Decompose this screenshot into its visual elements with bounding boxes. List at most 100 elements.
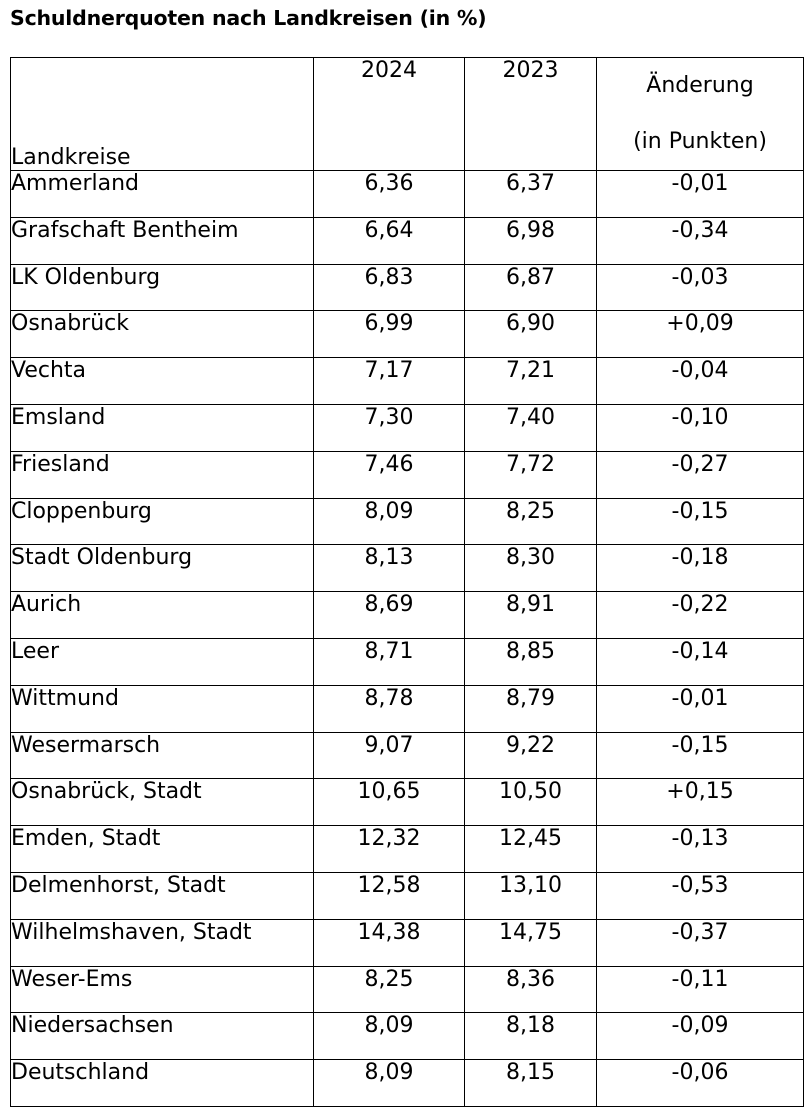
value-2024-cell: 6,36: [313, 170, 465, 218]
change-cell: -0,15: [596, 497, 804, 546]
change-cell: -0,34: [596, 216, 804, 265]
header-landkreise: Landkreise: [10, 57, 314, 171]
landkreis-cell: Wittmund: [10, 684, 314, 733]
change-cell: -0,11: [596, 965, 804, 1014]
table-row: Wittmund 8,78 8,79 -0,01: [10, 684, 804, 733]
change-cell: -0,04: [596, 357, 804, 405]
table-row: Leer 8,71 8,85 -0,14: [10, 637, 804, 686]
change-cell: -0,06: [596, 1059, 804, 1107]
table-row: Weser-Ems 8,25 8,36 -0,11: [10, 965, 804, 1014]
change-cell: -0,27: [596, 450, 804, 499]
value-2023-cell: 8,79: [464, 684, 597, 733]
page-title: Schuldnerquoten nach Landkreisen (in %): [10, 6, 487, 30]
change-cell: -0,22: [596, 591, 804, 639]
value-2023-cell: 13,10: [464, 871, 597, 920]
change-cell: +0,09: [596, 310, 804, 359]
value-2023-cell: 7,40: [464, 403, 597, 452]
landkreis-cell: Leer: [10, 637, 314, 686]
table-row: Delmenhorst, Stadt 12,58 13,10 -0,53: [10, 871, 804, 920]
value-2024-cell: 6,64: [313, 216, 465, 265]
value-2024-cell: 8,69: [313, 591, 465, 639]
table-row: Emsland 7,30 7,40 -0,10: [10, 403, 804, 452]
value-2024-cell: 12,32: [313, 825, 465, 873]
landkreis-cell: Deutschland: [10, 1059, 314, 1107]
landkreis-cell: Niedersachsen: [10, 1012, 314, 1061]
landkreis-cell: Wesermarsch: [10, 731, 314, 780]
header-aenderung-line1: Änderung: [646, 73, 754, 98]
header-2024: 2024: [313, 57, 465, 171]
landkreis-cell: Aurich: [10, 591, 314, 639]
landkreis-cell: Emsland: [10, 403, 314, 452]
table-row: Emden, Stadt 12,32 12,45 -0,13: [10, 825, 804, 873]
value-2023-cell: 6,87: [464, 263, 597, 312]
table-row: Osnabrück 6,99 6,90 +0,09: [10, 310, 804, 359]
landkreis-cell: Vechta: [10, 357, 314, 405]
landkreis-cell: Friesland: [10, 450, 314, 499]
landkreis-cell: Weser-Ems: [10, 965, 314, 1014]
value-2023-cell: 8,36: [464, 965, 597, 1014]
value-2024-cell: 8,09: [313, 1012, 465, 1061]
table-row: Niedersachsen 8,09 8,18 -0,09: [10, 1012, 804, 1061]
value-2024-cell: 8,25: [313, 965, 465, 1014]
value-2023-cell: 14,75: [464, 918, 597, 967]
value-2024-cell: 7,46: [313, 450, 465, 499]
change-cell: -0,09: [596, 1012, 804, 1061]
value-2023-cell: 12,45: [464, 825, 597, 873]
table-row: LK Oldenburg 6,83 6,87 -0,03: [10, 263, 804, 312]
table-row: Cloppenburg 8,09 8,25 -0,15: [10, 497, 804, 546]
change-cell: -0,37: [596, 918, 804, 967]
value-2024-cell: 6,99: [313, 310, 465, 359]
landkreis-cell: Grafschaft Bentheim: [10, 216, 314, 265]
value-2024-cell: 8,09: [313, 1059, 465, 1107]
landkreis-cell: Emden, Stadt: [10, 825, 314, 873]
value-2023-cell: 6,37: [464, 170, 597, 218]
change-cell: -0,10: [596, 403, 804, 452]
change-cell: -0,03: [596, 263, 804, 312]
landkreis-cell: Ammerland: [10, 170, 314, 218]
table-row: Ammerland 6,36 6,37 -0,01: [10, 170, 804, 218]
landkreis-cell: LK Oldenburg: [10, 263, 314, 312]
value-2024-cell: 7,30: [313, 403, 465, 452]
landkreis-cell: Wilhelmshaven, Stadt: [10, 918, 314, 967]
value-2023-cell: 7,72: [464, 450, 597, 499]
header-aenderung-line2: (in Punkten): [633, 129, 767, 154]
change-cell: -0,01: [596, 684, 804, 733]
value-2024-cell: 9,07: [313, 731, 465, 780]
value-2024-cell: 7,17: [313, 357, 465, 405]
value-2024-cell: 8,78: [313, 684, 465, 733]
value-2024-cell: 8,71: [313, 637, 465, 686]
table-row: Aurich 8,69 8,91 -0,22: [10, 591, 804, 639]
landkreis-cell: Cloppenburg: [10, 497, 314, 546]
table-row: Friesland 7,46 7,72 -0,27: [10, 450, 804, 499]
change-cell: -0,15: [596, 731, 804, 780]
value-2023-cell: 6,98: [464, 216, 597, 265]
landkreis-cell: Osnabrück: [10, 310, 314, 359]
value-2023-cell: 8,15: [464, 1059, 597, 1107]
value-2023-cell: 8,91: [464, 591, 597, 639]
change-cell: -0,18: [596, 544, 804, 593]
value-2023-cell: 8,18: [464, 1012, 597, 1061]
landkreis-cell: Osnabrück, Stadt: [10, 778, 314, 827]
change-cell: -0,53: [596, 871, 804, 920]
value-2023-cell: 10,50: [464, 778, 597, 827]
data-table: Landkreise 2024 2023 Änderung (in Punkte…: [10, 57, 804, 1107]
value-2023-cell: 6,90: [464, 310, 597, 359]
table-header-row: Landkreise 2024 2023 Änderung (in Punkte…: [10, 57, 804, 171]
value-2023-cell: 8,25: [464, 497, 597, 546]
value-2024-cell: 10,65: [313, 778, 465, 827]
value-2024-cell: 14,38: [313, 918, 465, 967]
value-2024-cell: 12,58: [313, 871, 465, 920]
table-row: Vechta 7,17 7,21 -0,04: [10, 357, 804, 405]
value-2024-cell: 8,13: [313, 544, 465, 593]
value-2024-cell: 8,09: [313, 497, 465, 546]
landkreis-cell: Stadt Oldenburg: [10, 544, 314, 593]
table-row: Wesermarsch 9,07 9,22 -0,15: [10, 731, 804, 780]
value-2023-cell: 8,30: [464, 544, 597, 593]
table-row: Grafschaft Bentheim 6,64 6,98 -0,34: [10, 216, 804, 265]
change-cell: -0,14: [596, 637, 804, 686]
value-2023-cell: 9,22: [464, 731, 597, 780]
header-aenderung: Änderung (in Punkten): [596, 57, 804, 171]
value-2023-cell: 8,85: [464, 637, 597, 686]
value-2023-cell: 7,21: [464, 357, 597, 405]
change-cell: +0,15: [596, 778, 804, 827]
